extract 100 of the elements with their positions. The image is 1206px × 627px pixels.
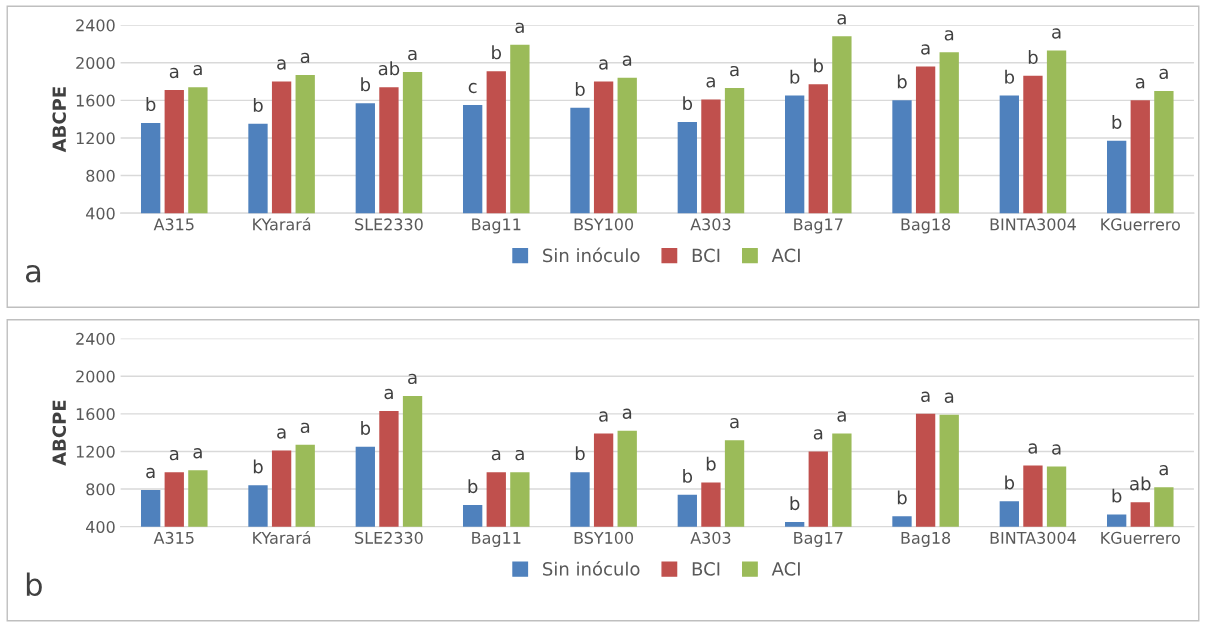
data-label: a — [1028, 443, 1037, 454]
data-label: a — [837, 411, 846, 422]
data-label: b — [814, 58, 824, 73]
x-tick-label: A315 — [153, 531, 194, 544]
data-label: b — [575, 446, 585, 461]
data-label: a — [408, 373, 417, 385]
legend-label: ACI — [771, 248, 800, 263]
data-label: a — [408, 49, 417, 61]
data-label: a — [813, 429, 823, 440]
data-label: a — [277, 59, 286, 70]
data-label: b — [790, 496, 800, 511]
data-label: a — [1135, 78, 1145, 89]
data-label: b — [683, 468, 693, 483]
data-label: b — [575, 82, 585, 97]
x-tick-label: A303 — [690, 531, 731, 544]
data-label: a — [169, 67, 179, 79]
data-label: a — [921, 391, 930, 402]
data-label: c — [468, 82, 477, 94]
data-label: b — [683, 96, 693, 111]
data-label: a — [730, 417, 739, 429]
data-label: a — [622, 408, 632, 419]
legend-label: Sin inóculo — [543, 247, 640, 263]
data-label: a — [169, 449, 179, 461]
legend-label: ACI — [771, 562, 800, 576]
data-label: a — [300, 52, 310, 64]
x-tick-label: KYarará — [253, 530, 311, 544]
y-tick-label: 1200 — [76, 445, 115, 458]
data-label: b — [253, 459, 263, 474]
data-label: b — [146, 97, 156, 112]
y-axis-title: ABCPE — [52, 400, 67, 466]
x-tick-label: KGuerrero — [1101, 218, 1180, 231]
y-tick-label: 800 — [86, 483, 115, 496]
x-tick-label: Bag11 — [472, 218, 521, 234]
x-tick-label: Bag18 — [901, 218, 951, 234]
y-tick-label: 2000 — [76, 370, 115, 383]
y-tick-label: 800 — [86, 169, 115, 182]
data-label: a — [193, 64, 202, 76]
data-label: a — [277, 428, 286, 439]
data-label: b — [1005, 69, 1015, 84]
text: a — [25, 265, 41, 283]
data-label: b — [468, 479, 478, 494]
x-tick-label: Bag18 — [901, 531, 951, 547]
data-label: b — [1005, 475, 1015, 490]
data-label: a — [944, 392, 954, 403]
data-label: a — [1159, 68, 1168, 80]
data-label: a — [515, 449, 524, 461]
x-tick-label: Bag17 — [794, 532, 843, 547]
data-label: a — [837, 14, 846, 25]
data-label: b — [897, 490, 907, 505]
data-label: a — [944, 30, 954, 41]
x-tick-label: A315 — [153, 218, 194, 231]
x-tick-label: BINTA3004 — [990, 531, 1076, 544]
data-label: a — [515, 22, 524, 33]
y-tick-label: 400 — [86, 520, 115, 533]
data-label: a — [599, 411, 608, 422]
data-label: a — [491, 449, 501, 461]
data-label: b — [1112, 114, 1122, 129]
y-tick-label: 1200 — [76, 132, 115, 145]
y-axis-title: ABCPE — [52, 87, 67, 153]
data-label: a — [706, 77, 715, 88]
data-label: b — [253, 98, 263, 112]
data-label: b — [361, 77, 371, 92]
y-tick-label: 1600 — [76, 408, 115, 421]
data-label: b — [897, 74, 907, 89]
data-label: a — [730, 65, 739, 77]
x-tick-label: A303 — [690, 218, 731, 231]
data-label: a — [622, 55, 632, 66]
y-tick-label: 1600 — [76, 94, 115, 107]
x-tick-label: BINTA3004 — [990, 218, 1076, 231]
x-tick-label: BSY100 — [574, 218, 634, 231]
x-tick-label: SLE2330 — [355, 531, 423, 544]
data-label: a — [921, 44, 930, 55]
data-label: a — [146, 467, 155, 479]
data-label: a — [1052, 28, 1061, 39]
x-tick-label: BSY100 — [574, 531, 634, 544]
y-tick-label: 400 — [86, 207, 115, 220]
data-label: ab — [1130, 476, 1151, 491]
data-label: a — [384, 388, 393, 400]
data-label: b — [1028, 50, 1038, 65]
data-label: a — [300, 422, 310, 434]
x-tick-label: Bag11 — [472, 532, 521, 547]
legend-label: Sin inóculo — [543, 561, 640, 576]
data-label: b — [1112, 488, 1122, 503]
data-label: a — [599, 59, 608, 70]
x-tick-label: KGuerrero — [1101, 531, 1180, 544]
x-tick-label: SLE2330 — [355, 218, 423, 231]
data-label: a — [1052, 444, 1061, 455]
y-tick-label: 2400 — [76, 19, 115, 32]
data-label: b — [790, 69, 800, 84]
data-label: ab — [378, 61, 400, 76]
data-label: b — [361, 420, 371, 435]
text: b — [26, 572, 42, 597]
x-tick-label: Bag17 — [794, 218, 843, 234]
y-tick-label: 2000 — [76, 56, 115, 69]
data-label: b — [492, 45, 502, 60]
data-label: a — [1159, 464, 1168, 476]
x-tick-label: KYarará — [253, 217, 311, 231]
y-tick-label: 2400 — [76, 332, 115, 345]
legend-label: BCI — [692, 248, 720, 263]
data-label: b — [706, 456, 716, 471]
